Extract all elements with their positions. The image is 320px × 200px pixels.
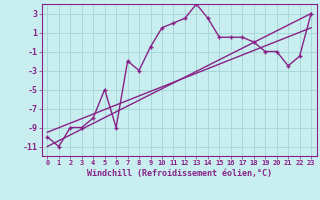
X-axis label: Windchill (Refroidissement éolien,°C): Windchill (Refroidissement éolien,°C): [87, 169, 272, 178]
